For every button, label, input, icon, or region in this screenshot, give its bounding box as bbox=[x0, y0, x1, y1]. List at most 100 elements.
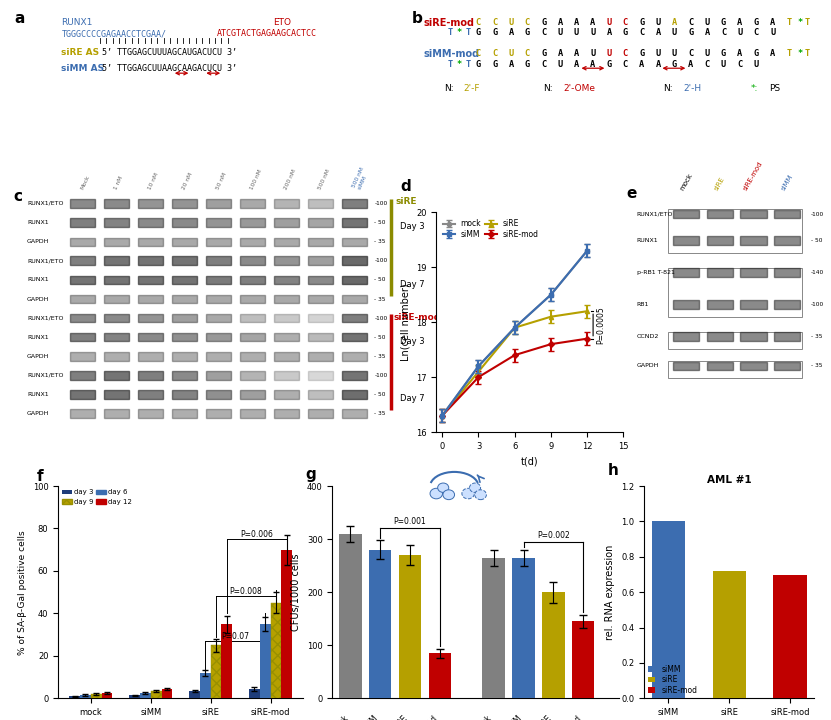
Text: U: U bbox=[754, 60, 759, 69]
Bar bbox=[206, 238, 231, 246]
Text: P=0.002: P=0.002 bbox=[537, 531, 570, 539]
Bar bbox=[161, 689, 172, 698]
Text: RB1: RB1 bbox=[637, 302, 649, 307]
Text: RUNX1/ETO: RUNX1/ETO bbox=[27, 258, 63, 264]
Text: - 50: - 50 bbox=[375, 335, 386, 340]
Bar bbox=[240, 294, 265, 303]
Text: PS: PS bbox=[769, 84, 780, 93]
Text: C: C bbox=[492, 49, 497, 58]
Text: T: T bbox=[448, 29, 453, 37]
Text: siRE: siRE bbox=[535, 714, 553, 720]
Text: G: G bbox=[541, 49, 546, 58]
Text: C: C bbox=[705, 60, 710, 69]
Text: 500 nM: 500 nM bbox=[317, 168, 332, 190]
Bar bbox=[172, 390, 197, 399]
Bar bbox=[104, 199, 129, 207]
Text: G: G bbox=[672, 60, 677, 69]
Bar bbox=[399, 555, 421, 698]
Text: A: A bbox=[509, 60, 514, 69]
Bar bbox=[240, 314, 265, 323]
Bar bbox=[172, 410, 197, 418]
Bar bbox=[307, 199, 333, 207]
Bar bbox=[138, 410, 163, 418]
Bar bbox=[240, 371, 265, 379]
Text: G: G bbox=[688, 29, 694, 37]
Bar bbox=[249, 689, 260, 698]
Bar bbox=[138, 294, 163, 303]
Text: U: U bbox=[558, 29, 563, 37]
Text: A: A bbox=[607, 29, 612, 37]
Bar bbox=[130, 696, 140, 698]
Text: G: G bbox=[492, 29, 497, 37]
Text: G: G bbox=[754, 49, 759, 58]
Bar bbox=[342, 333, 367, 341]
Bar bbox=[273, 199, 299, 207]
Text: siRE-mod: siRE-mod bbox=[743, 161, 765, 192]
Text: C: C bbox=[524, 49, 530, 58]
Text: -100: -100 bbox=[375, 373, 388, 378]
Text: RUNX1/ETO: RUNX1/ETO bbox=[637, 212, 673, 217]
Bar bbox=[273, 410, 299, 418]
Bar bbox=[307, 352, 333, 361]
Bar bbox=[240, 390, 265, 399]
Text: RUNX1: RUNX1 bbox=[61, 18, 93, 27]
Bar bbox=[140, 693, 150, 698]
Text: 1 nM: 1 nM bbox=[114, 176, 124, 190]
Text: G: G bbox=[524, 29, 530, 37]
Bar bbox=[211, 645, 222, 698]
Text: 2'-OMe: 2'-OMe bbox=[563, 84, 596, 93]
Bar bbox=[307, 238, 333, 246]
Text: A: A bbox=[558, 18, 563, 27]
Text: RUNX1: RUNX1 bbox=[637, 238, 658, 243]
Bar bbox=[70, 371, 96, 379]
Text: G: G bbox=[475, 29, 481, 37]
Bar bbox=[342, 199, 367, 207]
Text: RUNX1: RUNX1 bbox=[27, 392, 48, 397]
Bar bbox=[240, 199, 265, 207]
Text: A: A bbox=[590, 60, 595, 69]
Bar bbox=[667, 361, 802, 378]
Text: siRE: siRE bbox=[714, 176, 726, 192]
Text: RUNX1/ETO: RUNX1/ETO bbox=[27, 201, 63, 206]
Text: C: C bbox=[737, 60, 743, 69]
Text: 2'-H: 2'-H bbox=[683, 84, 701, 93]
Bar bbox=[206, 333, 231, 341]
Bar bbox=[774, 361, 800, 370]
Bar bbox=[774, 300, 800, 309]
Bar bbox=[673, 236, 700, 245]
Bar bbox=[342, 371, 367, 379]
Text: - 35: - 35 bbox=[375, 411, 386, 416]
Text: U: U bbox=[672, 49, 677, 58]
Bar bbox=[172, 276, 197, 284]
Text: U: U bbox=[721, 60, 726, 69]
Bar bbox=[138, 333, 163, 341]
Bar bbox=[740, 236, 766, 245]
Text: *: * bbox=[797, 49, 803, 58]
Bar bbox=[740, 361, 766, 370]
Text: - 35: - 35 bbox=[375, 239, 386, 244]
Bar bbox=[70, 238, 96, 246]
Bar bbox=[673, 210, 700, 218]
Bar bbox=[307, 371, 333, 379]
Bar bbox=[189, 691, 200, 698]
Bar bbox=[104, 238, 129, 246]
Bar bbox=[200, 673, 211, 698]
Bar bbox=[70, 410, 96, 418]
Text: N:: N: bbox=[444, 84, 454, 93]
Text: siRE-mod: siRE-mod bbox=[394, 313, 440, 322]
Text: RUNX1: RUNX1 bbox=[27, 277, 48, 282]
Text: C: C bbox=[688, 49, 694, 58]
Text: siRE: siRE bbox=[392, 714, 410, 720]
Bar bbox=[273, 352, 299, 361]
Text: 50 nM: 50 nM bbox=[215, 172, 228, 190]
Text: p-RB1 T-821: p-RB1 T-821 bbox=[637, 270, 675, 275]
Text: - 35: - 35 bbox=[375, 297, 386, 302]
Text: *:: *: bbox=[751, 84, 758, 93]
Bar bbox=[282, 550, 293, 698]
Text: RUNX1/ETO: RUNX1/ETO bbox=[27, 315, 63, 320]
Text: U: U bbox=[509, 49, 514, 58]
Bar bbox=[138, 218, 163, 227]
Bar bbox=[706, 269, 733, 277]
Text: siMM: siMM bbox=[360, 714, 381, 720]
Text: U: U bbox=[607, 18, 612, 27]
